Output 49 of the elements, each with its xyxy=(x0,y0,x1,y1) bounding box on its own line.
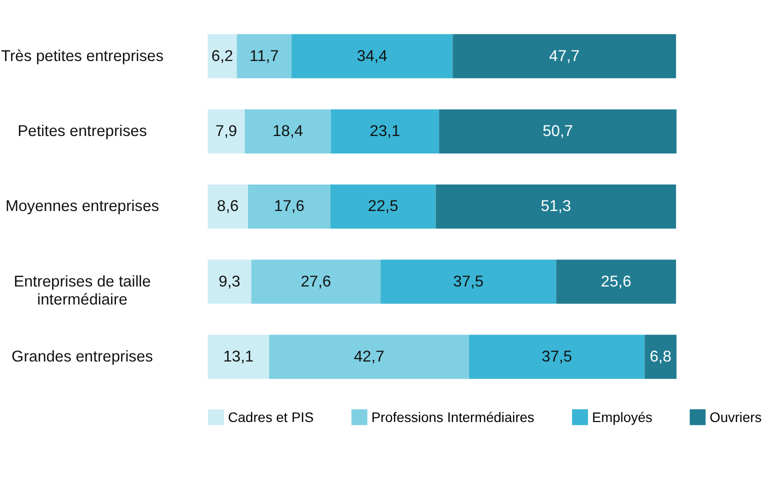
y-tick-label: Grandes entreprises xyxy=(12,348,154,366)
y-tick-label: Entreprises de taille intermédiaire xyxy=(14,273,151,309)
data-label: 34,4 xyxy=(356,48,388,65)
bar xyxy=(208,184,248,229)
bar xyxy=(251,260,381,304)
bar xyxy=(208,260,252,304)
bar xyxy=(556,260,676,304)
bar xyxy=(208,109,245,154)
data-label: 13,1 xyxy=(223,348,254,366)
data-label: 27,6 xyxy=(300,273,332,290)
data-label: 11,7 xyxy=(250,48,279,65)
bar xyxy=(208,334,270,379)
data-label: 50,7 xyxy=(542,122,573,140)
data-label: 25,6 xyxy=(600,273,632,290)
data-label: 37,5 xyxy=(542,348,572,366)
bar xyxy=(330,184,436,229)
bar xyxy=(436,184,676,229)
legend-label: Ouvriers xyxy=(710,410,762,425)
legend-label: Professions Intermédiaires xyxy=(371,410,534,425)
bar xyxy=(269,334,470,379)
data-label: 51,3 xyxy=(540,198,572,216)
data-label: 47,7 xyxy=(549,48,580,65)
y-tick-label: Moyennes entreprises xyxy=(5,198,160,216)
bar xyxy=(380,260,556,304)
bar xyxy=(292,34,453,78)
y-tick-label: Très petites entreprises xyxy=(1,48,164,65)
data-label: 42,7 xyxy=(354,348,384,366)
data-label: 23,1 xyxy=(370,122,400,140)
y-tick-label: Petites entreprises xyxy=(18,122,148,140)
legend-label: Employés xyxy=(592,410,653,425)
bar xyxy=(469,334,645,379)
bar xyxy=(236,34,292,78)
data-label: 6,2 xyxy=(211,48,234,65)
data-label: 9,3 xyxy=(218,273,240,290)
data-label: 17,6 xyxy=(274,198,304,216)
data-label: 6,8 xyxy=(650,348,672,366)
data-label: 18,4 xyxy=(272,122,304,140)
data-label: 37,5 xyxy=(453,273,484,290)
bar xyxy=(244,109,331,154)
bar xyxy=(439,109,677,154)
bar xyxy=(330,109,440,154)
data-label: 8,6 xyxy=(217,198,239,216)
bar xyxy=(248,184,330,229)
bar xyxy=(208,34,237,78)
bar xyxy=(452,34,676,78)
data-label: 7,9 xyxy=(215,122,238,140)
data-label: 22,5 xyxy=(368,198,399,216)
bar xyxy=(644,334,677,379)
legend-label: Cadres et PIS xyxy=(228,410,314,425)
